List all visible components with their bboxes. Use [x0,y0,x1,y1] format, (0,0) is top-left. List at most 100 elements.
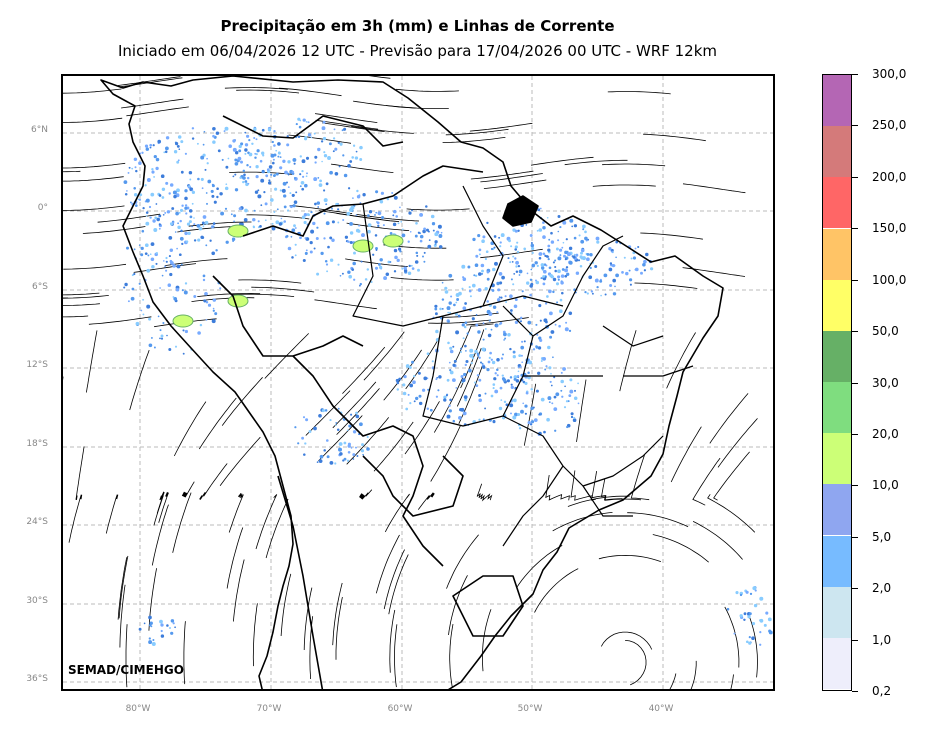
precip-cell [356,189,359,193]
precip-cell [482,322,485,325]
precip-cell [759,643,762,646]
precip-cell [277,142,281,146]
streamline [730,674,734,689]
precip-cell [640,271,643,275]
precip-cell [754,589,757,592]
precip-cell [347,163,351,168]
precip-cell [324,409,328,412]
streamline [481,609,492,672]
precip-cell [574,389,576,392]
colorbar-segment [823,586,851,638]
precip-cell [331,220,335,224]
precip-cell [247,182,250,185]
precip-cell [448,361,451,364]
map-panel [61,74,775,691]
precip-cell [335,422,338,424]
precip-cell [354,156,359,160]
precip-cell [446,414,451,419]
streamlines [63,76,758,689]
precip-cell [623,256,626,259]
precip-cell [614,285,616,288]
colorbar-segment [823,484,851,536]
precip-cell [279,166,283,170]
precip-cell [477,354,480,357]
precip-cell [150,257,155,262]
streamline [75,446,85,501]
precip-cell [542,275,545,278]
precip-cell [462,277,467,281]
precip-cell [393,195,398,200]
precip-cell [155,203,158,205]
precip-cell [591,292,594,295]
precip-cell [244,131,247,134]
precip-cell [176,247,178,250]
precip-cell [291,170,295,174]
precip-cell [594,278,599,283]
precip-cell [538,252,543,256]
precip-cell [146,268,151,273]
precip-cell [751,622,756,626]
colorbar-segment [823,637,851,689]
precip-cell [301,169,304,173]
precip-cell [518,274,521,276]
precip-cell [457,314,461,318]
precip-cell [480,361,482,364]
precip-cell [202,274,206,278]
precip-cell [458,291,462,296]
precip-cell [402,391,407,396]
precip-cell [359,282,362,286]
precip-cell [347,450,351,454]
precip-cell [452,419,456,423]
precip-cell [401,267,404,270]
precip-cell [133,187,136,190]
precip-cell [305,418,309,422]
precip-cell [540,397,545,402]
precip-cell [350,413,353,416]
lon-label: 40°W [648,704,674,714]
streamline [351,125,414,134]
precip-cell [293,162,296,165]
streamline [433,376,464,433]
streamline [228,492,244,533]
precip-cell [148,343,153,348]
precip-cell [426,407,430,410]
streamline [682,183,746,194]
streamline [359,489,373,500]
precip-cell [181,204,184,207]
precip-cell [530,242,533,244]
precip-cell [469,295,472,298]
streamline [534,568,579,613]
precip-cell [501,275,505,280]
precip-cell [520,409,524,414]
precip-cell [572,255,576,259]
precip-cell [170,631,174,635]
colorbar-segment [823,279,851,331]
precip-cell [726,607,730,611]
precip-cell [316,201,321,205]
precip-cell [492,387,495,390]
precip-cell [303,220,307,225]
precip-cell [187,231,191,236]
precip-cell [323,237,326,240]
precip-cell [271,140,274,144]
precip-cell [346,459,350,462]
precip-cell [160,629,163,633]
precip-cell [262,154,265,157]
precip-cell [475,254,479,258]
precip-cell [355,414,360,419]
precip-cell [496,358,500,362]
precip-cell [451,378,456,383]
precip-cell [370,280,373,284]
precip-cell [159,287,161,289]
precip-cell [310,136,313,139]
precip-cell [325,439,329,442]
precip-cell [338,442,343,446]
precip-cell [478,394,482,397]
precip-cell [214,312,218,316]
precip-cell [499,241,502,244]
precip-cell [475,384,479,388]
streamline [707,494,756,533]
precip-cell [264,202,268,206]
precip-cell [244,180,248,183]
precip-cell [510,412,512,415]
